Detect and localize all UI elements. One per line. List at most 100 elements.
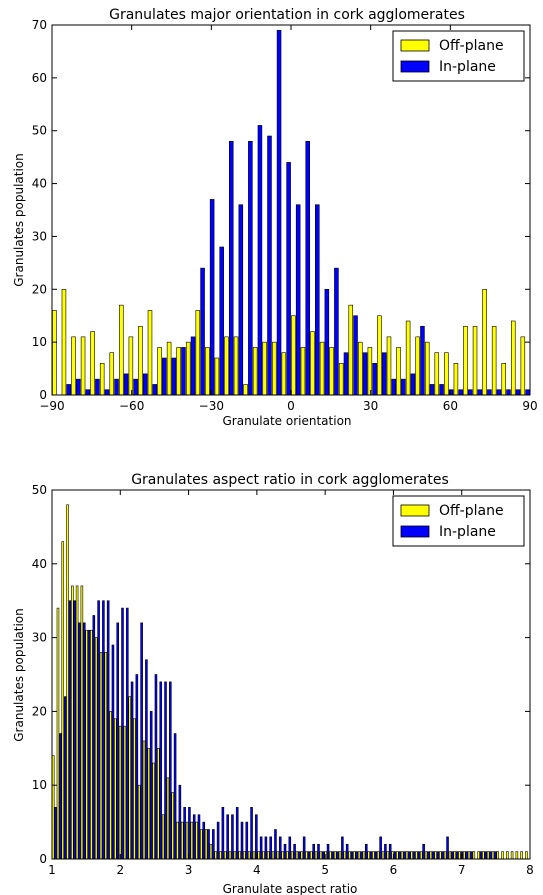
bar-in-plane	[455, 851, 459, 860]
bar-in-plane	[250, 807, 253, 860]
bar-off-plane	[286, 851, 289, 860]
bar-in-plane	[130, 681, 134, 860]
bar-off-plane	[233, 336, 239, 396]
bar-in-plane	[506, 389, 511, 396]
bar-off-plane	[238, 851, 241, 860]
bar-in-plane	[152, 384, 158, 396]
bar-in-plane	[245, 821, 249, 860]
bar-off-plane	[252, 347, 258, 396]
bar-in-plane	[235, 807, 239, 860]
bar-in-plane	[403, 851, 406, 860]
bar-in-plane	[341, 836, 344, 860]
bar-in-plane	[54, 807, 57, 860]
bar-in-plane	[104, 389, 110, 396]
bar-in-plane	[219, 246, 224, 396]
bar-in-plane	[484, 851, 488, 860]
bar-in-plane	[350, 851, 354, 860]
bar-in-plane	[293, 843, 296, 860]
bar-off-plane	[171, 792, 174, 860]
bar-in-plane	[496, 389, 502, 396]
bar-off-plane	[281, 352, 287, 396]
bar-in-plane	[427, 851, 430, 860]
bar-in-plane	[305, 140, 310, 396]
orientation-histogram-svg: Granulates major orientation in cork agg…	[12, 7, 538, 428]
bar-off-plane	[362, 851, 366, 860]
bar-off-plane	[506, 851, 509, 860]
bar-off-plane	[80, 336, 86, 396]
bar-off-plane	[396, 851, 399, 860]
bar-in-plane	[274, 829, 277, 860]
bar-in-plane	[441, 851, 445, 860]
bar-in-plane	[121, 607, 124, 860]
bar-off-plane	[472, 325, 478, 396]
bar-off-plane	[190, 821, 194, 860]
bar-in-plane	[467, 389, 473, 396]
bar-off-plane	[262, 341, 267, 396]
bar-off-plane	[424, 341, 430, 396]
bar-off-plane	[396, 347, 401, 396]
legend: Off-plane In-plane	[392, 30, 525, 82]
y-tick-label: 40	[32, 557, 47, 571]
bar-in-plane	[267, 135, 272, 396]
bar-in-plane	[142, 373, 148, 396]
bar-in-plane	[331, 851, 335, 860]
bar-off-plane	[338, 362, 344, 396]
bar-in-plane	[154, 674, 158, 860]
bar-off-plane	[415, 851, 418, 860]
bar-off-plane	[290, 851, 294, 860]
bar-off-plane	[61, 288, 67, 396]
bar-in-plane	[288, 836, 292, 860]
bar-off-plane	[333, 851, 337, 860]
bar-off-plane	[243, 851, 246, 860]
bar-off-plane	[525, 851, 528, 860]
x-tick-label: 0	[287, 399, 295, 413]
bar-in-plane	[353, 315, 358, 396]
bar-off-plane	[185, 821, 189, 860]
bar-off-plane	[204, 829, 208, 860]
legend-label: Off-plane	[439, 38, 504, 54]
x-tick-label: 8	[526, 863, 534, 877]
bar-in-plane	[181, 347, 186, 396]
bar-off-plane	[128, 336, 134, 396]
bar-off-plane	[133, 718, 136, 860]
bar-off-plane	[429, 851, 433, 860]
bar-in-plane	[259, 836, 263, 860]
bar-off-plane	[90, 331, 95, 396]
bar-in-plane	[321, 851, 325, 860]
bar-off-plane	[482, 288, 487, 396]
bar-in-plane	[162, 357, 167, 396]
bar-in-plane	[317, 843, 320, 860]
bar-off-plane	[166, 341, 172, 396]
bar-in-plane	[417, 851, 421, 860]
y-tick-label: 10	[32, 778, 47, 792]
bar-off-plane	[491, 851, 495, 860]
chart-title: Granulates major orientation in cork agg…	[109, 7, 465, 23]
bar-in-plane	[164, 681, 167, 860]
bar-off-plane	[142, 740, 146, 860]
bar-off-plane	[434, 352, 440, 396]
legend-box	[392, 30, 525, 82]
x-tick-label: 5	[321, 863, 329, 877]
y-tick-label: 30	[32, 229, 47, 243]
bar-off-plane	[200, 829, 203, 860]
bar-off-plane	[448, 851, 452, 860]
bar-in-plane	[133, 378, 138, 396]
bar-in-plane	[393, 851, 397, 860]
bar-off-plane	[501, 851, 504, 860]
bar-in-plane	[82, 622, 86, 860]
bar-off-plane	[161, 814, 165, 860]
bar-off-plane	[348, 304, 354, 396]
bar-off-plane	[386, 336, 392, 396]
legend-swatch-in-plane	[400, 525, 430, 538]
bar-in-plane	[126, 607, 129, 860]
bar-in-plane	[87, 629, 91, 860]
bar-in-plane	[200, 267, 205, 396]
bar-off-plane	[305, 851, 308, 860]
bar-off-plane	[176, 347, 181, 396]
bar-off-plane	[462, 851, 466, 860]
bar-off-plane	[515, 851, 519, 860]
bar-in-plane	[114, 378, 119, 396]
bar-off-plane	[224, 336, 229, 396]
bar-off-plane	[66, 504, 69, 860]
legend-swatch-off-plane	[400, 504, 430, 517]
